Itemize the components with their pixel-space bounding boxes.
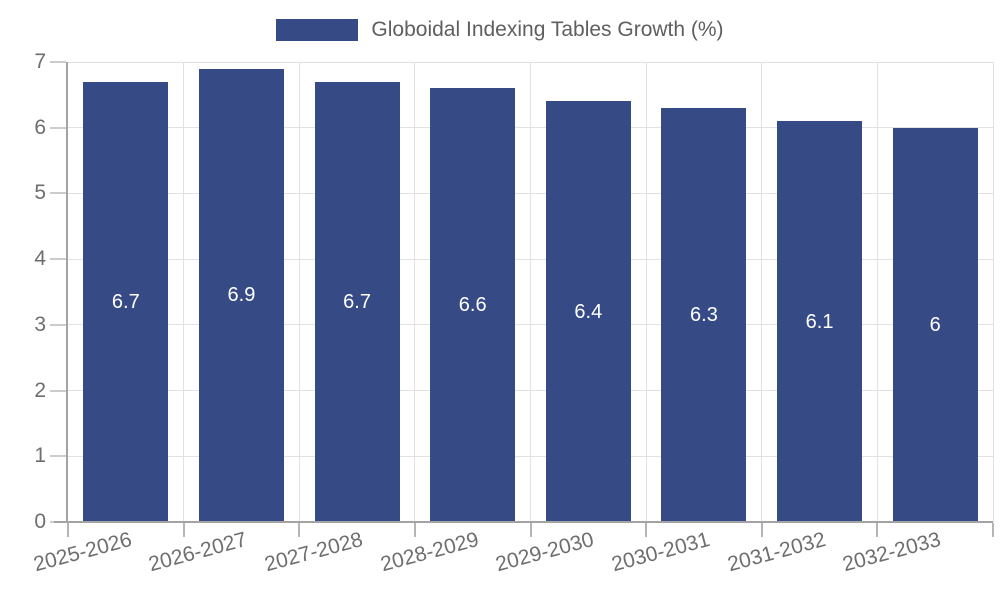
x-tick-mark bbox=[298, 523, 301, 537]
y-axis-tick-label: 3 bbox=[34, 312, 46, 336]
x-tick-mark bbox=[645, 523, 648, 537]
y-axis-tick-label: 5 bbox=[34, 181, 46, 205]
v-gridline bbox=[298, 62, 300, 522]
legend: Globoidal Indexing Tables Growth (%) bbox=[0, 18, 1000, 42]
y-tick-mark bbox=[50, 455, 66, 458]
y-axis-tick-label: 1 bbox=[34, 444, 46, 468]
bar bbox=[314, 81, 400, 522]
v-gridline bbox=[645, 62, 647, 522]
y-tick-mark bbox=[50, 192, 66, 195]
x-tick-mark bbox=[529, 523, 532, 537]
y-axis-tick-label: 0 bbox=[34, 510, 46, 533]
y-axis-tick-label: 6 bbox=[34, 115, 46, 139]
v-gridline bbox=[761, 62, 763, 522]
bar-value-label: 6.7 bbox=[343, 290, 371, 313]
bar bbox=[892, 127, 978, 522]
y-axis-tick-label: 4 bbox=[34, 247, 46, 271]
y-tick-mark bbox=[50, 258, 66, 261]
v-gridline bbox=[414, 62, 416, 522]
x-tick-mark bbox=[413, 523, 416, 537]
x-tick-mark bbox=[760, 523, 763, 537]
bar-value-label: 6 bbox=[929, 313, 941, 336]
bar-value-label: 6.6 bbox=[458, 294, 487, 317]
x-axis-line bbox=[54, 521, 993, 523]
bar bbox=[661, 108, 747, 522]
y-tick-mark bbox=[50, 126, 66, 129]
v-gridline bbox=[992, 62, 994, 522]
y-tick-mark bbox=[50, 61, 66, 63]
x-tick-mark bbox=[992, 523, 994, 537]
bar bbox=[198, 68, 284, 522]
bar bbox=[545, 101, 631, 522]
bar-value-label: 6.1 bbox=[805, 310, 834, 333]
x-tick-mark bbox=[182, 523, 185, 537]
x-tick-mark bbox=[67, 523, 69, 537]
y-axis-line bbox=[66, 62, 68, 523]
v-gridline bbox=[530, 62, 531, 522]
y-tick-mark bbox=[50, 389, 66, 392]
y-tick-mark bbox=[50, 323, 66, 326]
v-gridline bbox=[876, 62, 878, 522]
y-axis-tick-label: 7 bbox=[34, 50, 46, 73]
bar bbox=[83, 81, 169, 522]
plot-area: 6.7 6.9 6.7 6.6 6.4 6.3 6.1 6 bbox=[54, 61, 994, 523]
legend-swatch bbox=[276, 19, 359, 41]
legend-label: Globoidal Indexing Tables Growth (%) bbox=[371, 18, 724, 41]
y-axis-tick-label: 2 bbox=[34, 378, 46, 402]
bar-value-label: 6.7 bbox=[111, 290, 140, 313]
bar bbox=[430, 88, 516, 522]
bar-value-label: 6.9 bbox=[227, 284, 256, 307]
x-tick-mark bbox=[876, 523, 879, 537]
bar-value-label: 6.3 bbox=[690, 304, 718, 326]
bar-value-label: 6.4 bbox=[574, 300, 603, 323]
bar bbox=[777, 121, 863, 522]
v-gridline bbox=[183, 62, 185, 522]
